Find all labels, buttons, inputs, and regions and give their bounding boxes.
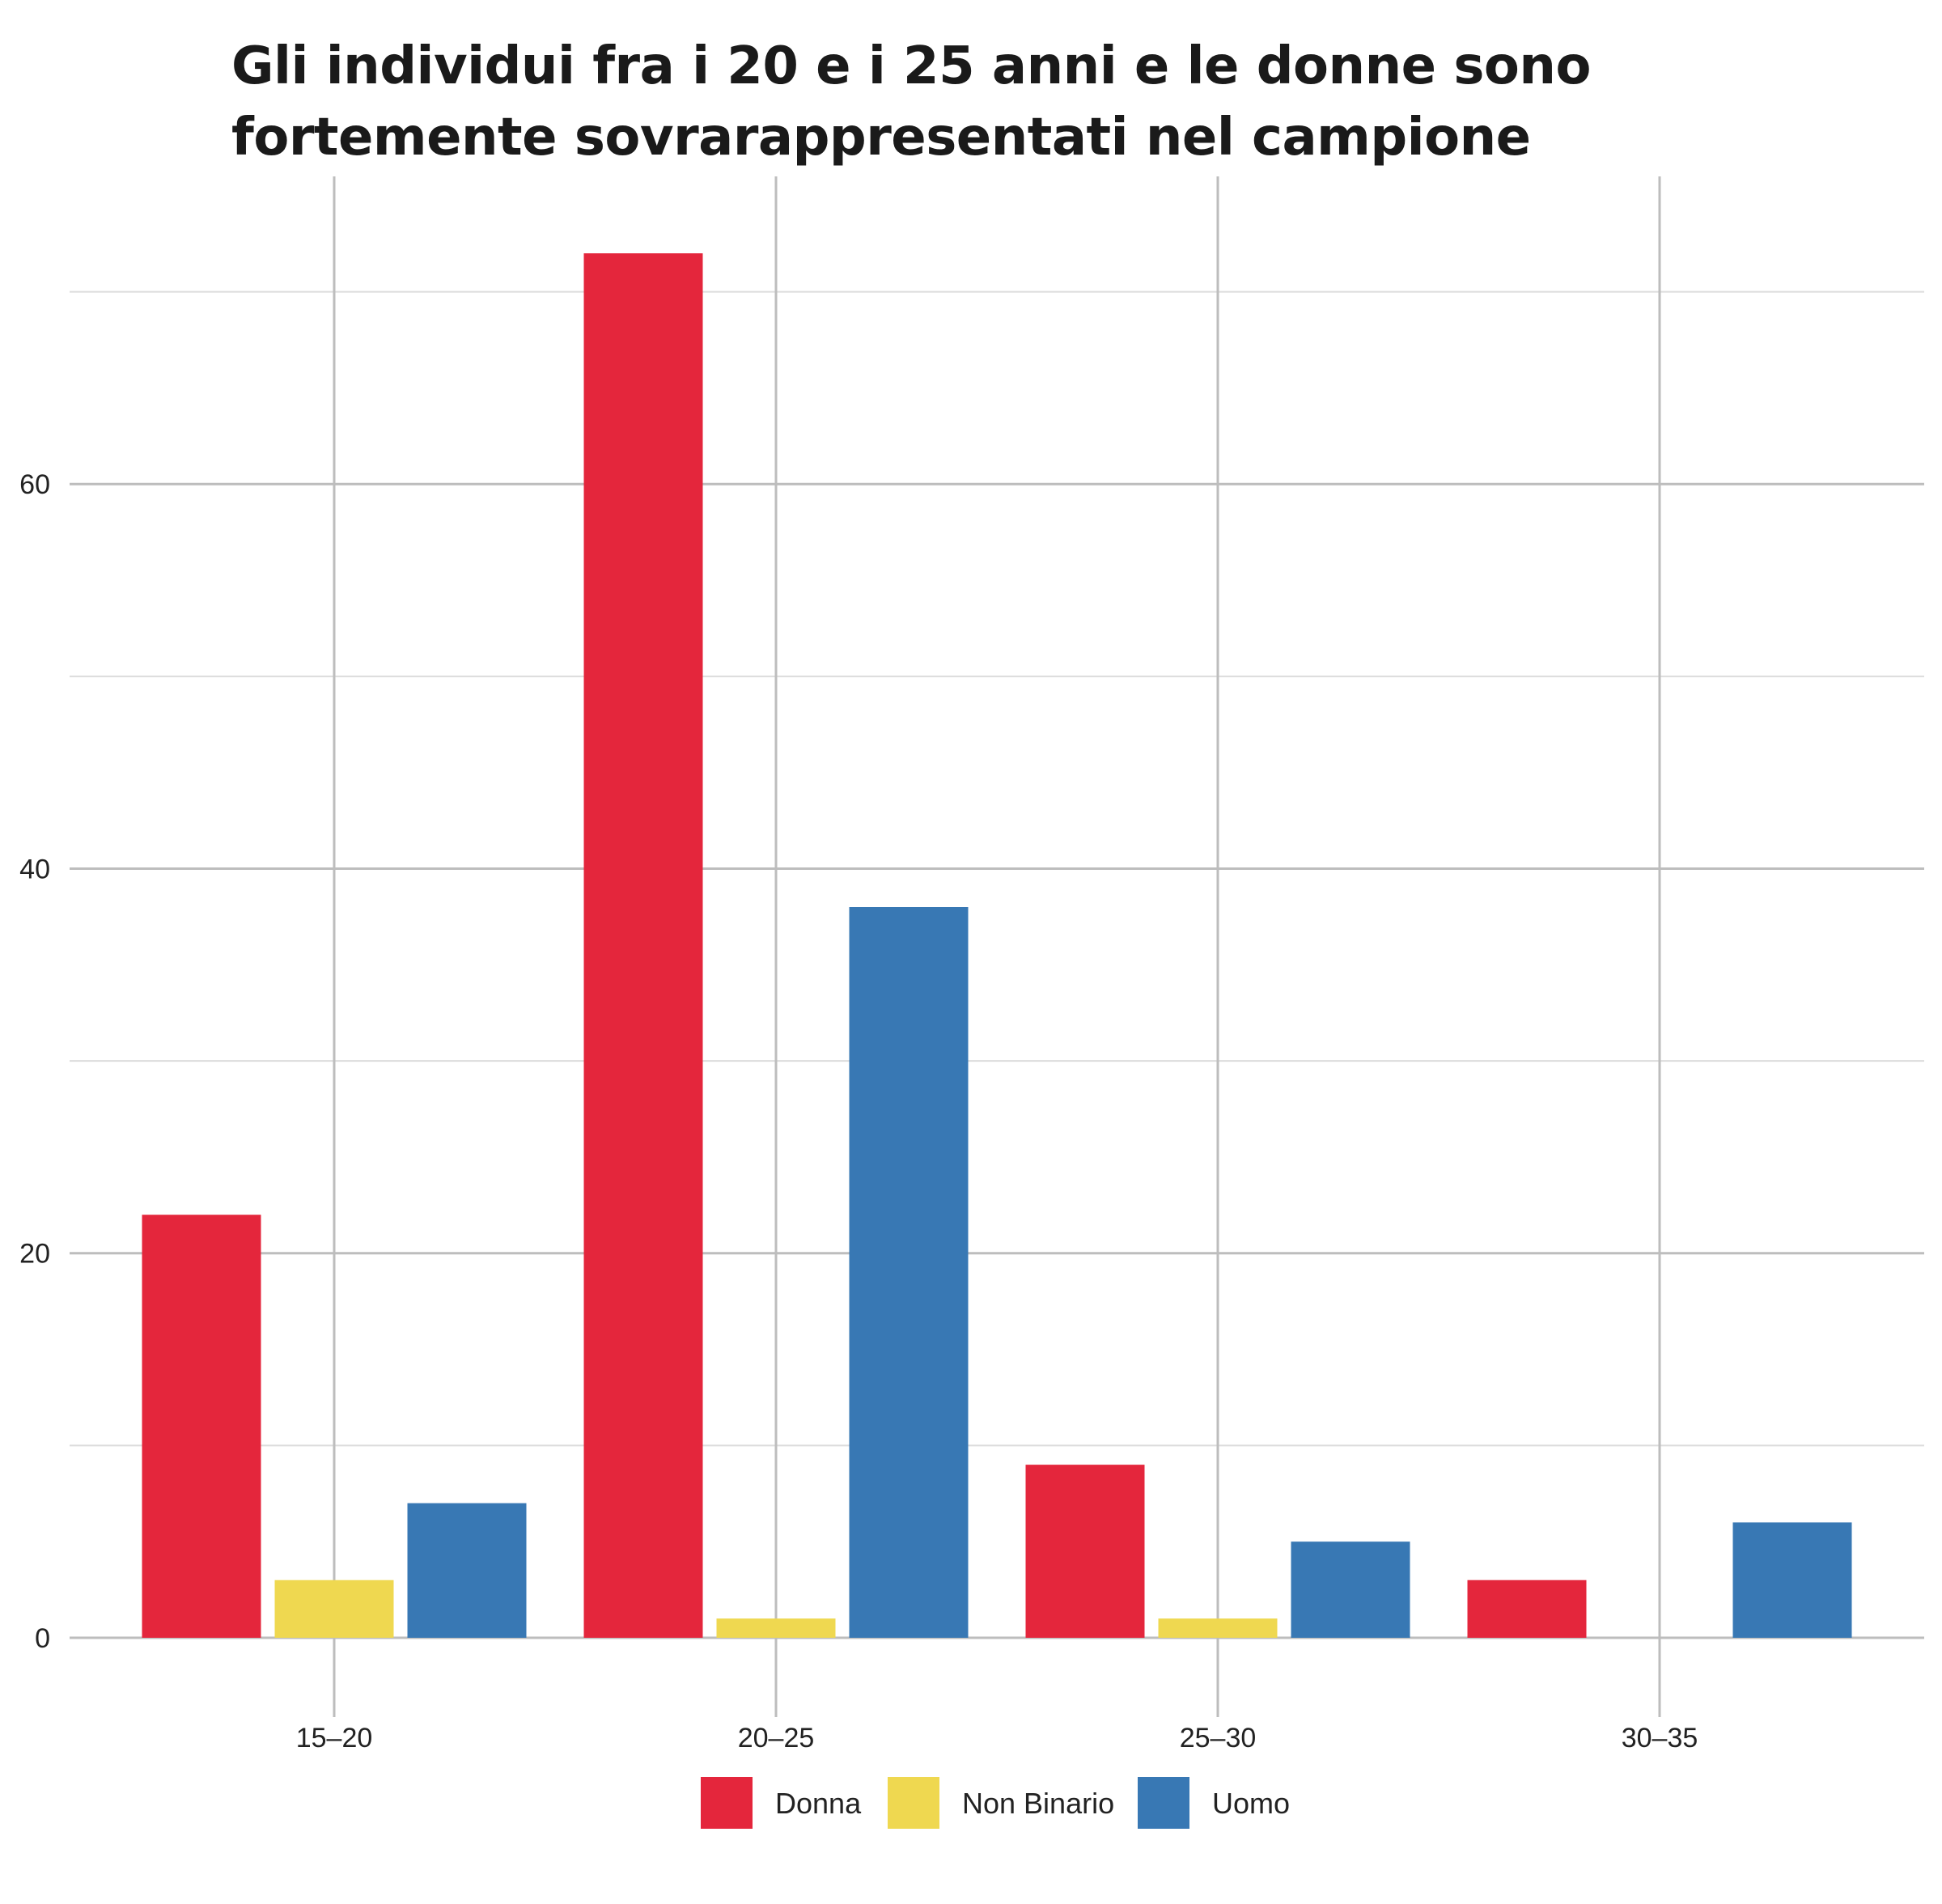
y-tick-label: 60 (19, 469, 50, 500)
legend-label: Non Binario (962, 1787, 1114, 1820)
y-axis-ticks: 0 20 40 60 (19, 469, 50, 1654)
bar (716, 1618, 836, 1638)
y-tick-label: 0 (35, 1623, 50, 1654)
legend-swatch (701, 1777, 753, 1829)
legend-swatch (1138, 1777, 1189, 1829)
legend-label: Uomo (1212, 1787, 1290, 1820)
legend-swatch (888, 1777, 939, 1829)
bars (142, 253, 1852, 1639)
x-tick-label: 20–25 (738, 1723, 815, 1753)
bar (1732, 1522, 1852, 1638)
legend-label: Donna (775, 1787, 862, 1820)
x-axis-ticks: 15–20 20–25 25–30 30–35 (296, 1723, 1698, 1753)
x-tick-label: 30–35 (1622, 1723, 1698, 1753)
y-tick-label: 40 (19, 854, 50, 884)
bar (583, 253, 703, 1639)
x-tick-label: 25–30 (1180, 1723, 1257, 1753)
legend: Donna Non Binario Uomo (701, 1777, 1290, 1829)
bar (142, 1215, 261, 1638)
bar (1467, 1580, 1587, 1638)
bar (1291, 1541, 1410, 1638)
chart-title: Gli individui fra i 20 e i 25 anni e le … (231, 36, 1591, 168)
bar (849, 907, 969, 1638)
bar (1025, 1465, 1145, 1638)
y-tick-label: 20 (19, 1239, 50, 1270)
bar (407, 1503, 527, 1638)
bar (1158, 1618, 1278, 1638)
bar (274, 1580, 394, 1638)
grid-lines (70, 176, 1924, 1717)
x-tick-label: 15–20 (296, 1723, 373, 1753)
